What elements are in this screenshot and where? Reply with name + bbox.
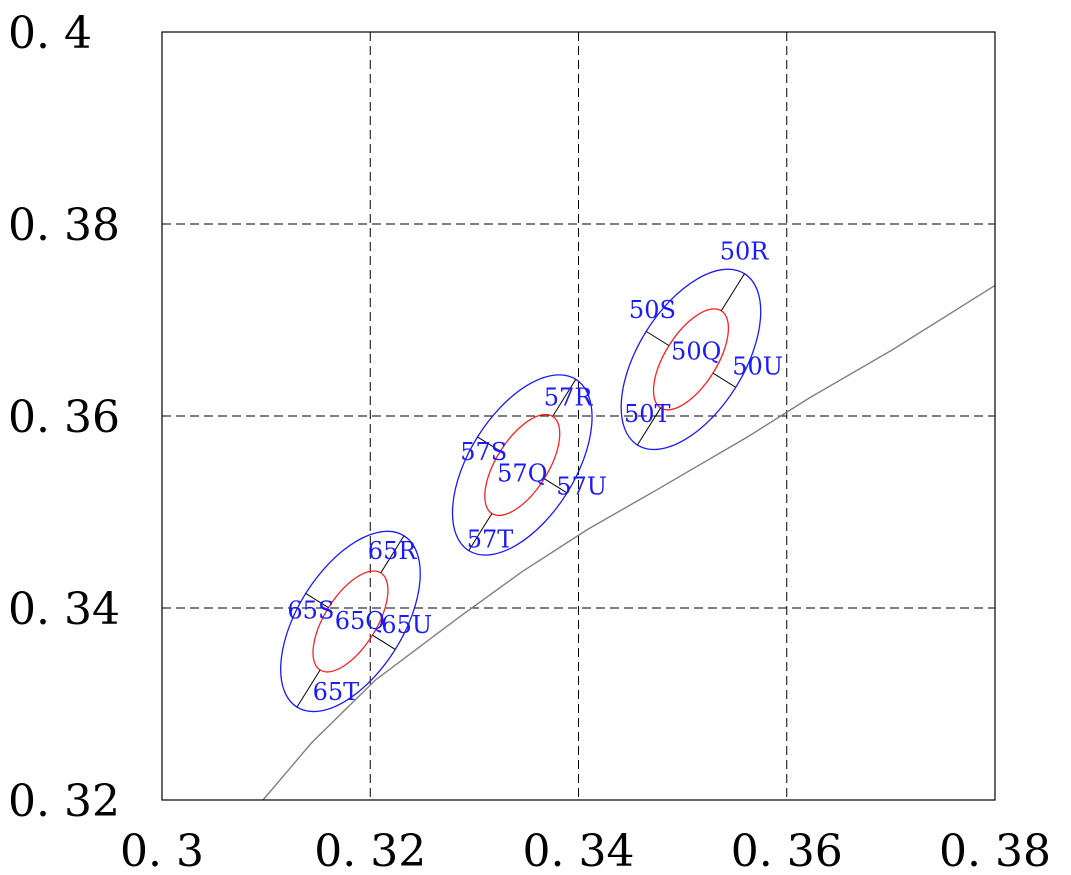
- ellipse-layer: [280, 268, 762, 713]
- outer-ellipse-65: [280, 530, 421, 713]
- ellipse-label-65U: 65U: [381, 611, 432, 639]
- major-axis-segment: [296, 669, 321, 708]
- ellipse-group-65: [280, 530, 421, 713]
- ellipse-label-57R: 57R: [544, 383, 594, 411]
- ellipse-label-50U: 50U: [732, 353, 783, 381]
- y-tick-label: 0. 34: [8, 584, 120, 635]
- ellipse-label-65T: 65T: [313, 678, 360, 706]
- major-axis-segment: [720, 273, 745, 312]
- plot-frame: [161, 31, 996, 801]
- x-tick-label: 0. 3: [120, 826, 204, 875]
- minor-axis-segment: [305, 593, 329, 609]
- major-axis-segment: [552, 379, 577, 417]
- ellipse-label-65R: 65R: [368, 537, 418, 565]
- y-tick-label: 0. 38: [8, 200, 120, 251]
- x-tick-label: 0. 36: [731, 826, 843, 875]
- tick-layer: 0. 3 0. 32 0. 34 0. 36 0. 380. 320. 340. 360…: [8, 8, 1051, 875]
- ellipse-label-57T: 57T: [467, 526, 514, 554]
- ellipse-label-65S: 65S: [287, 597, 334, 625]
- grid-layer: [162, 32, 995, 800]
- ellipse-label-57S: 57S: [460, 438, 507, 466]
- major-axis-segment: [380, 535, 405, 574]
- ellipse-label-50T: 50T: [624, 400, 671, 428]
- minor-axis-segment: [372, 634, 396, 650]
- minor-axis-segment: [645, 330, 670, 347]
- ellipse-label-50R: 50R: [720, 238, 770, 266]
- minor-axis-segment: [477, 436, 501, 452]
- y-tick-label: 0. 36: [8, 392, 120, 443]
- locus-curve: [262, 284, 996, 801]
- ellipse-group-50: [620, 268, 762, 451]
- y-tick-label: 0. 32: [8, 776, 120, 827]
- major-axis-segment: [637, 407, 662, 446]
- x-tick-label: 0. 38: [939, 826, 1051, 875]
- ellipse-label-57Q: 57Q: [497, 459, 547, 487]
- major-axis-segment: [468, 513, 493, 551]
- label-layer: 65Q 65R 65S 65T 65U 57Q 57R 57S 57T 57U 50Q 50R 50S 5…: [287, 238, 783, 707]
- ellipse-label-57U: 57U: [556, 473, 607, 501]
- minor-axis-segment: [543, 478, 568, 494]
- minor-axis-segment: [712, 372, 736, 388]
- locus-layer: [262, 284, 996, 801]
- x-tick-label: 0. 34: [523, 826, 635, 875]
- y-tick-label: 0. 4: [8, 8, 92, 59]
- x-tick-label: 0. 32: [314, 826, 426, 875]
- ellipse-group-57: [451, 374, 593, 556]
- ellipse-label-50Q: 50Q: [671, 337, 721, 365]
- ellipse-label-50S: 50S: [629, 296, 676, 324]
- ellipse-label-65Q: 65Q: [335, 607, 385, 635]
